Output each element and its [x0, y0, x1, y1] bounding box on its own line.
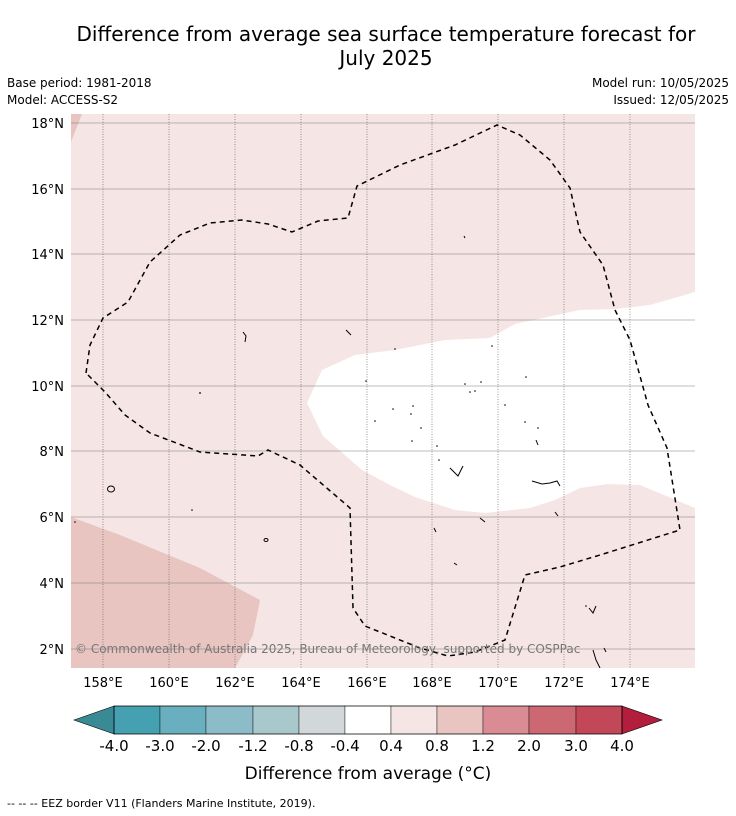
colorbar-tick-label: -3.0 [145, 737, 174, 755]
colorbar: -4.0 -3.0 -2.0 -1.2 -0.8 -0.4 0.4 0.8 1.2 2.0 3.0 4… [73, 705, 663, 755]
lon-label: 158°E [83, 676, 123, 691]
lat-label: 12°N [31, 314, 64, 329]
lon-label: 170°E [478, 676, 518, 691]
lat-label: 16°N [31, 183, 64, 198]
lon-label: 168°E [412, 676, 452, 691]
lon-label: 162°E [215, 676, 255, 691]
colorbar-swatch [575, 705, 623, 735]
colorbar-tick-label: 1.2 [471, 737, 495, 755]
lat-label: 10°N [31, 380, 64, 395]
colorbar-tick-label: -2.0 [191, 737, 220, 755]
lat-label: 18°N [31, 117, 64, 132]
colorbar-tick-label: -1.2 [238, 737, 267, 755]
colorbar-tick-label: 3.0 [564, 737, 588, 755]
colorbar-tick-label: 0.8 [425, 737, 449, 755]
title-line-2: July 2025 [339, 46, 433, 70]
colorbar-labels: -4.0 -3.0 -2.0 -1.2 -0.8 -0.4 0.4 0.8 1.2 2.0 3.0 4… [99, 737, 634, 755]
latitude-lines [71, 122, 695, 650]
islands [107, 235, 607, 668]
colorbar-tick-label: 4.0 [610, 737, 634, 755]
colorbar-over-arrow [622, 706, 662, 734]
colorbar-tick-label: -0.4 [330, 737, 359, 755]
title-line-1: Difference from average sea surface temp… [76, 22, 696, 46]
lat-label: 14°N [31, 248, 64, 263]
lon-label: 174°E [610, 676, 650, 691]
colorbar-swatch [298, 705, 346, 735]
colorbar-tick-label: 2.0 [517, 737, 541, 755]
anomaly-fill-0.8-1.2-north [71, 114, 82, 142]
eez-footnote: -- -- -- EEZ border V11 (Flanders Marine… [7, 797, 316, 810]
lon-label: 164°E [281, 676, 321, 691]
lon-label: 166°E [347, 676, 387, 691]
colorbar-swatch [482, 705, 530, 735]
colorbar-tick-label: -4.0 [99, 737, 128, 755]
issued-label: Issued: 12/05/2025 [613, 93, 729, 107]
lat-label: 6°N [40, 511, 65, 526]
meta-left: Base period: 1981-2018 Model: ACCESS-S2 [7, 75, 152, 109]
lat-label: 2°N [40, 643, 65, 658]
colorbar-swatch [436, 705, 484, 735]
base-period-label: Base period: 1981-2018 [7, 76, 152, 90]
colorbar-swatch [205, 705, 254, 735]
colorbar-swatch [528, 705, 577, 735]
colorbar-tick-label: -0.8 [284, 737, 313, 755]
anomaly-fill-neutral [307, 292, 695, 513]
longitude-labels: 158°E 160°E 162°E 164°E 166°E 168°E 170°… [83, 676, 650, 691]
lon-label: 172°E [544, 676, 584, 691]
lon-label: 160°E [149, 676, 189, 691]
colorbar-tick-label: 0.4 [379, 737, 403, 755]
colorbar-swatch [252, 705, 300, 735]
map-title: Difference from average sea surface temp… [0, 22, 736, 70]
meta-right: Model run: 10/05/2025 Issued: 12/05/2025 [592, 75, 729, 109]
latitude-labels: 18°N 16°N 14°N 12°N 10°N 8°N 6°N 4°N 2°N [31, 117, 64, 658]
eez-border [85, 124, 681, 657]
colorbar-under-arrow [74, 706, 114, 734]
colorbar-title: Difference from average (°C) [244, 764, 492, 784]
atoll-dots [74, 345, 587, 607]
colorbar-swatches [113, 705, 623, 735]
lat-label: 4°N [40, 577, 65, 592]
lat-label: 8°N [40, 445, 65, 460]
colorbar-swatch [159, 705, 207, 735]
anomaly-fill-0.8-1.2-southwest [71, 517, 260, 668]
colorbar-swatch [390, 705, 438, 735]
colorbar-swatch [344, 705, 392, 735]
copyright-text: © Commonwealth of Australia 2025, Bureau… [75, 642, 580, 656]
colorbar-swatch [113, 705, 161, 735]
model-label: Model: ACCESS-S2 [7, 93, 119, 107]
model-run-label: Model run: 10/05/2025 [591, 76, 729, 90]
map-plot-area: © Commonwealth of Australia 2025, Bureau… [71, 114, 695, 668]
